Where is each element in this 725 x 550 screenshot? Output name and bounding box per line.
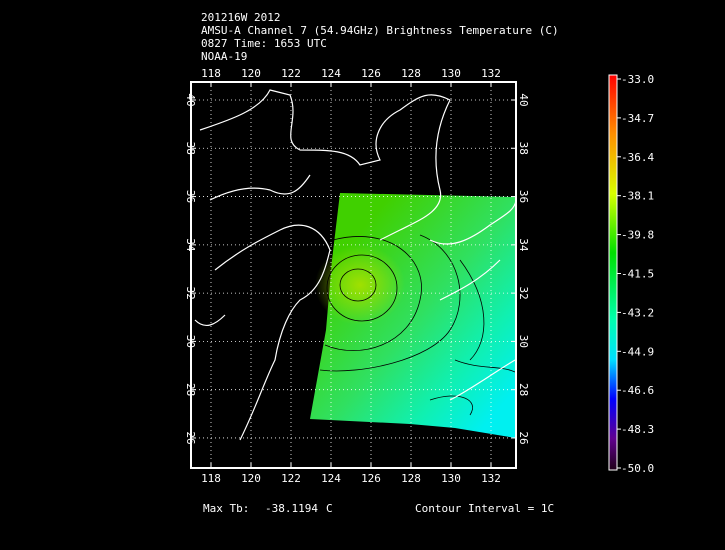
lon-label: 128 (401, 472, 421, 485)
lat-label: 30 (517, 335, 530, 348)
lon-label: 126 (361, 67, 381, 80)
lat-label: 32 (517, 286, 530, 299)
header-line: 201216W 2012 (201, 11, 280, 24)
lon-label: 120 (241, 472, 261, 485)
header-line: 0827 Time: 1653 UTC (201, 37, 327, 50)
colorbar-label: -43.2 (621, 306, 654, 319)
lon-label: 122 (281, 472, 301, 485)
colorbar-label: -41.5 (621, 268, 654, 281)
contour-interval: Contour Interval = 1C (415, 502, 554, 515)
colorbar (608, 74, 618, 471)
warm-core (315, 245, 405, 325)
lon-label: 120 (241, 67, 261, 80)
header-line: NOAA-19 (201, 50, 247, 63)
colorbar-label: -50.0 (621, 462, 654, 475)
colorbar-labels: -33.0 -34.7 -36.4 -38.1 -39.8 -41.5 -43.2 -44.9… (617, 73, 654, 475)
max-unit: C (326, 502, 333, 515)
lon-label: 128 (401, 67, 421, 80)
lon-label: 132 (481, 67, 501, 80)
colorbar-label: -34.7 (621, 112, 654, 125)
colorbar-label: -39.8 (621, 229, 654, 242)
coastlines (194, 89, 517, 441)
lat-label: 36 (517, 190, 530, 203)
lat-label: 34 (517, 238, 530, 252)
lat-label: 40 (517, 93, 530, 106)
colorbar-label: -48.3 (621, 423, 654, 436)
colorbar-label: -38.1 (621, 190, 654, 203)
lon-label: 126 (361, 472, 381, 485)
header-line: AMSU-A Channel 7 (54.94GHz) Brightness T… (201, 24, 559, 37)
lon-label: 118 (201, 67, 221, 80)
colorbar-label: -33.0 (621, 73, 654, 86)
colorbar-label: -44.9 (621, 345, 654, 358)
lon-label: 124 (321, 67, 341, 80)
lon-label: 130 (441, 472, 461, 485)
map-frame (190, 81, 517, 469)
lon-label: 124 (321, 472, 341, 485)
lat-label: 38 (517, 142, 530, 155)
lon-label: 132 (481, 472, 501, 485)
colorbar-label: -46.6 (621, 384, 654, 397)
max-label: Max Tb: (203, 502, 249, 515)
contours (319, 234, 516, 416)
lon-label: 118 (201, 472, 221, 485)
lat-label: 28 (517, 383, 530, 396)
lon-label: 122 (281, 67, 301, 80)
lon-label: 130 (441, 67, 461, 80)
lat-label: 26 (517, 431, 530, 444)
colorbar-label: -36.4 (621, 151, 654, 164)
max-value: -38.1194 (265, 502, 318, 515)
